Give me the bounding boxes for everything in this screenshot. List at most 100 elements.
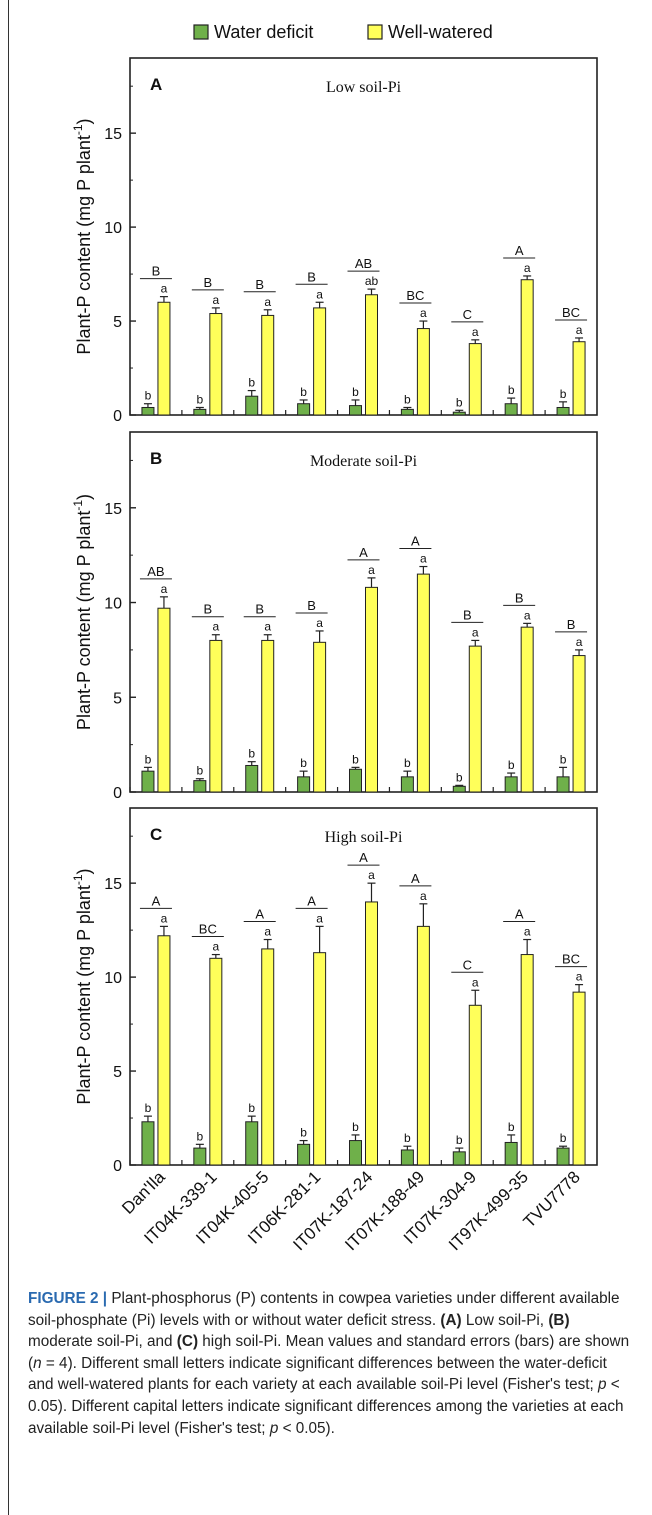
letter-water-deficit: b [560,1131,567,1145]
group-letter: B [255,277,264,292]
bar-water-deficit [141,406,155,416]
letter-water-deficit: b [196,764,203,778]
letter-well-watered: a [420,306,427,320]
y-tick-label: 15 [104,501,122,518]
letter-water-deficit: b [300,756,307,770]
y-tick-label: 0 [113,785,122,802]
letter-water-deficit: b [352,1120,359,1134]
bar-water-deficit [400,1149,414,1166]
caption-text-6: < 0.05). Different capital letters indic… [28,1376,624,1437]
bar-water-deficit [193,1147,207,1166]
group-letter: A [359,545,368,560]
bar-well-watered [416,925,430,1166]
letter-well-watered: a [368,868,375,882]
caption-text-7: < 0.05). [278,1419,335,1437]
group-letter: B [307,598,316,613]
figure-frame [8,0,651,1515]
bar-water-deficit [504,1141,518,1166]
panel-letter: B [150,449,162,468]
bar-water-deficit [452,785,466,793]
group-letter: A [411,871,420,886]
letter-well-watered: a [316,616,323,630]
bar-well-watered [520,279,534,416]
letter-water-deficit: b [300,385,307,399]
bar-water-deficit [349,405,362,416]
bar-water-deficit [400,408,414,416]
legend-label-2: Well-watered [388,22,493,42]
bar-well-watered [520,954,534,1166]
letter-well-watered: a [472,625,479,639]
letter-water-deficit: b [508,1120,515,1134]
y-tick-label: 5 [113,314,122,331]
y-tick-label: 10 [104,220,122,237]
figure-chart: Water deficit Well-watered A Low soil-Pi 0 5… [71,22,598,1254]
panel-frame [129,431,598,793]
bar-well-watered [365,586,378,793]
y-tick-label: 5 [113,690,122,707]
bar-well-watered [572,341,586,416]
figure-caption: FIGURE 2 | Plant-phosphorus (P) contents… [28,1288,636,1439]
bar-well-watered [468,1004,482,1166]
letter-well-watered: a [472,325,479,339]
bar-water-deficit [141,1121,155,1166]
group-letter: AB [355,256,372,271]
bar-well-watered [468,645,482,793]
caption-text-1: Plant-phosphorus (P) contents in cowpea … [28,1290,620,1329]
bar-water-deficit [504,403,518,416]
letter-well-watered: a [576,635,583,649]
group-letter: C [463,957,472,972]
bar-water-deficit [349,768,362,793]
group-letter: B [255,602,264,617]
panel-title: Low soil-Pi [326,79,402,96]
caption-text-5: = 4). Different small letters indicate s… [28,1354,607,1394]
caption-text-3: moderate soil-Pi, and [28,1333,177,1351]
letter-water-deficit: b [196,1129,203,1143]
letter-water-deficit: b [196,392,203,406]
bar-well-watered [157,935,171,1166]
panel-frame [129,57,598,416]
y-axis-label-end: ) [74,494,94,500]
letter-water-deficit: b [300,1126,307,1140]
legend-label-1: Water deficit [214,22,313,42]
group-letter: B [152,264,161,279]
group-letter: A [515,243,524,258]
y-axis-label: Plant-P content (mg P plant-1) [71,118,94,354]
legend: Water deficit Well-watered [193,22,493,42]
group-letter: B [567,617,576,632]
letter-water-deficit: b [352,385,359,399]
group-letter: AB [147,564,164,579]
bar-well-watered [209,313,223,416]
y-axis-label-end: ) [74,118,94,124]
letter-well-watered: a [212,293,219,307]
letter-well-watered: a [212,940,219,954]
bar-well-watered [313,952,327,1166]
bar-water-deficit [193,408,207,416]
group-letter: B [463,607,472,622]
group-letter: A [359,850,368,865]
y-tick-label: 0 [113,1158,122,1175]
letter-water-deficit: b [145,1101,152,1115]
panel-b: B Moderate soil-Pi 0 5 10 15 Plant-P content (… [71,431,598,802]
caption-ref-a: (A) [440,1311,462,1329]
bar-well-watered [365,901,378,1166]
y-axis-label: Plant-P content (mg P plant-1) [71,868,94,1104]
bar-water-deficit [297,1143,311,1166]
y-tick-label: 15 [104,126,122,143]
y-axis-label-main: Plant-P content (mg P plant [74,135,94,354]
y-tick-label: 0 [113,408,122,425]
bar-well-watered [313,641,327,793]
y-tick-label: 10 [104,596,122,613]
bar-water-deficit [193,780,207,793]
letter-water-deficit: b [456,1133,463,1147]
bar-well-watered [572,655,586,793]
y-axis-label-sup: -1 [71,500,85,511]
letter-well-watered: a [212,620,219,634]
y-axis-label: Plant-P content (mg P plant-1) [71,494,94,730]
bar-well-watered [157,301,171,416]
bar-water-deficit [452,1151,466,1166]
caption-ref-c: (C) [176,1333,199,1351]
y-axis-label-sup: -1 [71,124,85,135]
group-letter: A [255,907,264,922]
letter-water-deficit: b [248,376,255,390]
letter-well-watered: a [264,620,271,634]
